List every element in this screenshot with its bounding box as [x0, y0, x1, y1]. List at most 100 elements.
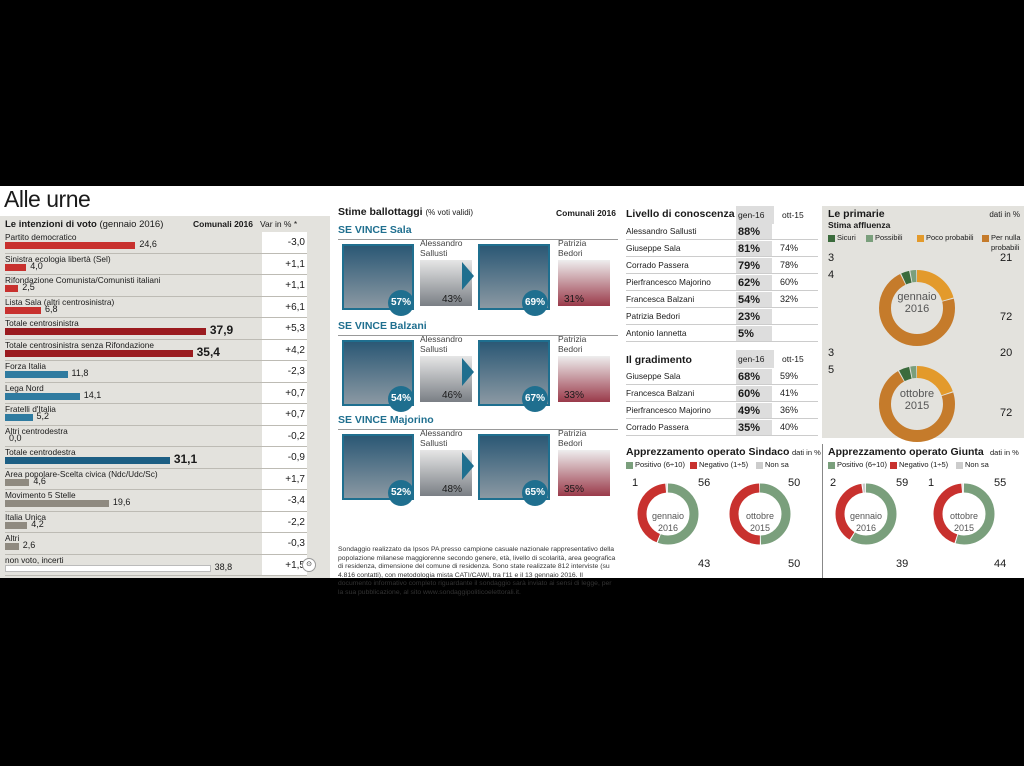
opponent-photo-2: [558, 356, 610, 402]
winner-pct-2: 67%: [522, 386, 548, 412]
intention-bar: [5, 543, 19, 550]
col-var: Var in % *: [260, 219, 298, 229]
intention-value: 4,6: [33, 475, 46, 486]
row-name: Corrado Passera: [626, 422, 689, 432]
row-divider: [5, 575, 307, 576]
donut-center-line2: 2016: [904, 303, 930, 315]
runoff-subtitle: (% voti validi): [425, 208, 474, 217]
intention-bar: [5, 306, 42, 314]
intention-value: 11,8: [71, 368, 89, 378]
donut-giunta-gennaio: [835, 483, 897, 545]
primaries-panel: Le primarie dati in % Stima affluenza Si…: [822, 206, 1024, 442]
intention-bar: [5, 328, 206, 335]
intention-row: Sinistra ecologia libertà (Sel) 4,0 +1,1: [0, 253, 330, 275]
donut-label: 2: [830, 477, 837, 489]
row-value-ott15: 60%: [780, 277, 799, 287]
expand-icon[interactable]: ⊙: [302, 558, 316, 572]
intention-bar: [5, 371, 68, 378]
legend-swatch: [690, 461, 697, 469]
legend-nulla: Per nulla probabili: [982, 233, 1024, 253]
donut-label: 72: [1000, 407, 1013, 419]
intention-row: Lista Sala (altri centrosinistra) 6,8 +6,1: [0, 296, 330, 318]
intentions-title: Le intenzioni di voto (gennaio 2016): [5, 219, 163, 230]
row-name: Alessandro Sallusti: [626, 226, 697, 236]
primaries-subtitle: Stima affluenza: [828, 220, 891, 230]
arrow-icon: [462, 452, 474, 480]
intention-value: 2,5: [22, 282, 35, 292]
intention-label: Lega Nord: [5, 382, 44, 393]
intention-row: Rifondazione Comunista/Comunisti italian…: [0, 275, 330, 297]
row-divider: [5, 510, 307, 512]
mayor-donuts: [637, 483, 791, 545]
intention-label: Sinistra ecologia libertà (Sel): [5, 253, 111, 264]
intention-row: Totale centrosinistra 37,9 +5,3: [0, 318, 330, 340]
legend-label: Negativo (1÷5): [699, 460, 749, 469]
donut-label: 50: [788, 477, 801, 489]
donut-center-line1: gennaio: [897, 291, 937, 303]
donut-center-line1: gennaio: [651, 511, 685, 521]
intention-value: 24,6: [139, 239, 157, 249]
mayor-unit: dati in %: [792, 448, 821, 457]
intention-var: -3,0: [262, 232, 307, 253]
section-label: SE VINCE Sala: [338, 224, 412, 236]
row-value-ott15: 78%: [780, 260, 799, 270]
intention-bar: [5, 478, 30, 486]
winner-pct: 57%: [388, 290, 414, 316]
intention-var: +0,7: [262, 382, 307, 404]
opponent-name1: Alessandro: [420, 238, 463, 248]
infographic: Alle urne Le intenzioni di voto (gennaio…: [0, 186, 1024, 596]
intention-value: 2,6: [22, 540, 36, 550]
donut-slice: [933, 483, 995, 545]
row-value-gen16: 62%: [736, 275, 772, 291]
intention-label: Italia Unica: [5, 511, 47, 522]
donut-label: 4: [828, 269, 835, 281]
row-divider: [5, 489, 307, 490]
arrow-icon: [462, 262, 474, 290]
donut-label: 21: [1000, 252, 1013, 264]
intention-value: 37,9: [209, 323, 234, 337]
donut-center-line2: 2016: [657, 523, 679, 533]
opponent-name1: Alessandro: [420, 428, 463, 438]
donut-label: 1: [928, 477, 935, 489]
table-row: Pierfrancesco Majorino 62% 60%: [622, 275, 818, 291]
intention-value: 31,1: [173, 452, 198, 466]
intention-var: -2,3: [262, 361, 307, 382]
table-row: Corrado Passera 79% 78%: [622, 258, 818, 274]
row-divider: [5, 338, 307, 340]
intention-row: Totale centrosinistra senza Rifondazione…: [0, 339, 330, 361]
opponent-name2: Bedori: [558, 438, 583, 448]
sd2-center: ottobre 2015: [738, 510, 782, 534]
row-name: Giuseppe Sala: [626, 371, 681, 381]
section-label: SE VINCE Balzani: [338, 320, 427, 332]
donut-label: 55: [994, 477, 1007, 489]
legend-swatch: [956, 461, 963, 469]
section-label: SE VINCE Majorino: [338, 414, 434, 426]
intention-label: Totale centrosinistra senza Rifondazione: [5, 339, 154, 350]
divider: [822, 444, 823, 578]
table-row: Antonio Iannetta 5%: [622, 326, 818, 342]
intention-label: Forza Italia: [5, 361, 47, 371]
donut-slice: [879, 366, 955, 442]
legend-swatch: [890, 461, 897, 469]
row-value-gen16: 5%: [736, 326, 772, 342]
legend-label: Positivo (6÷10): [635, 460, 685, 469]
opponent-photo-2: [558, 260, 610, 306]
row-value-ott15: 36%: [780, 405, 799, 415]
row-divider: [5, 467, 307, 469]
opponent-pct: 48%: [442, 484, 463, 495]
intention-row: Totale centrodestra 31,1 -0,9: [0, 447, 330, 469]
row-divider: [626, 384, 818, 385]
row-value-gen16: 79%: [736, 258, 772, 274]
donut-center-line2: 2015: [749, 523, 771, 533]
legend-label: Per nulla probabili: [991, 233, 1021, 252]
opponent-name2: Sallusti: [420, 248, 448, 258]
row-name: Giuseppe Sala: [626, 243, 681, 253]
intention-var: -0,2: [262, 425, 307, 447]
row-divider: [626, 418, 818, 419]
opponent-name1: Patrizia: [558, 428, 587, 438]
intention-var: -3,4: [262, 490, 307, 511]
winner-pct-2: 65%: [522, 480, 548, 506]
intention-label: Totale centrosinistra: [5, 318, 79, 328]
intention-row: Altri centrodestra 0,0 -0,2: [0, 425, 330, 447]
intention-row: Movimento 5 Stelle 19,6 -3,4: [0, 490, 330, 512]
